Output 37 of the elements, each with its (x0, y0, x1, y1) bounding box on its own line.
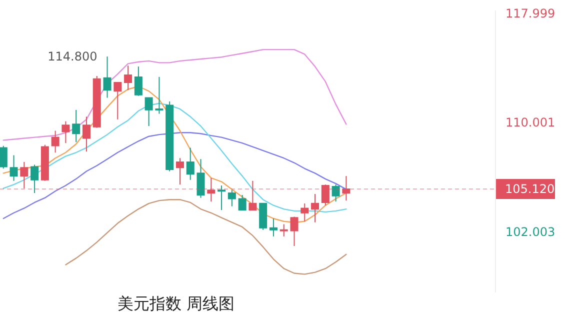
ref-line-label: 105.120 (505, 182, 555, 196)
line-series (65, 198, 347, 275)
candlestick (218, 184, 226, 210)
candlestick (300, 202, 309, 222)
candlestick (82, 116, 90, 152)
candlestick (144, 97, 153, 127)
text: 美元指数 周线图 (117, 294, 234, 313)
candlestick (186, 147, 194, 180)
candlestick (176, 158, 184, 186)
candlestick (228, 190, 236, 207)
y-tick-label: 117.999 (506, 6, 556, 20)
candlestick (10, 154, 18, 182)
candlestick (155, 76, 164, 114)
candlestick (30, 164, 39, 194)
candlestick (290, 216, 298, 247)
candlestick (20, 161, 28, 189)
candlestick (124, 65, 132, 91)
candlestick (321, 184, 330, 206)
candlestick (114, 82, 122, 120)
candlestick (103, 56, 112, 98)
candlestick (269, 218, 278, 237)
candlestick (134, 66, 142, 96)
candlestick (72, 109, 80, 143)
candlestick (0, 145, 8, 170)
candlestick (196, 158, 205, 198)
candlestick (62, 120, 70, 144)
candlestick (280, 224, 288, 237)
candlestick (207, 177, 216, 202)
candlestick (248, 180, 257, 210)
y-tick-label: 110.001 (506, 116, 556, 130)
candlestick (342, 176, 350, 202)
candlestick (51, 130, 60, 154)
candlestick (311, 193, 320, 223)
candlestick (238, 194, 246, 210)
annotation: 114.800 (48, 50, 98, 64)
candlestick (332, 184, 340, 202)
y-tick-label: 102.003 (506, 225, 556, 240)
